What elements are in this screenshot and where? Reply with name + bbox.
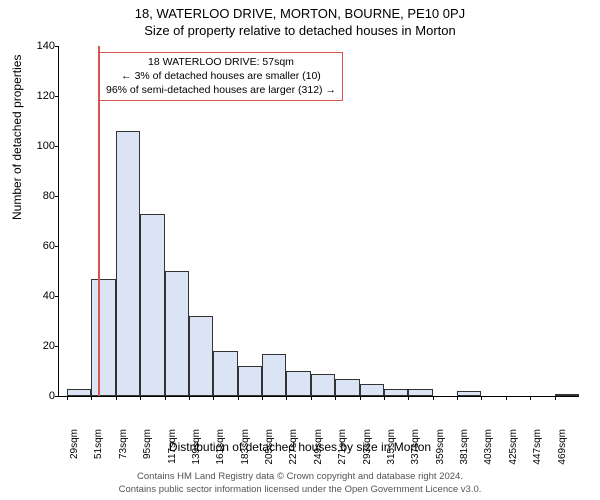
y-tick-mark bbox=[55, 96, 59, 97]
x-tick-mark bbox=[335, 396, 336, 400]
page-subtitle: Size of property relative to detached ho… bbox=[0, 21, 600, 38]
x-tick-mark bbox=[530, 396, 531, 400]
y-tick-label: 80 bbox=[25, 190, 55, 202]
x-tick-mark bbox=[408, 396, 409, 400]
y-tick-label: 100 bbox=[25, 140, 55, 152]
footer-line1: Contains HM Land Registry data © Crown c… bbox=[0, 471, 600, 483]
x-axis-label: Distribution of detached houses by size … bbox=[0, 440, 600, 454]
histogram-bar bbox=[238, 366, 262, 396]
x-tick-mark bbox=[555, 396, 556, 400]
x-tick-mark bbox=[286, 396, 287, 400]
x-tick-mark bbox=[457, 396, 458, 400]
histogram-bar bbox=[116, 131, 140, 396]
y-tick-label: 0 bbox=[25, 390, 55, 402]
y-tick-label: 20 bbox=[25, 340, 55, 352]
chart-container: 18, WATERLOO DRIVE, MORTON, BOURNE, PE10… bbox=[0, 0, 600, 500]
footer-credits: Contains HM Land Registry data © Crown c… bbox=[0, 471, 600, 496]
y-tick-mark bbox=[55, 346, 59, 347]
histogram-bar bbox=[384, 389, 408, 397]
histogram-bar bbox=[457, 391, 481, 396]
y-tick-mark bbox=[55, 146, 59, 147]
y-tick-mark bbox=[55, 196, 59, 197]
x-tick-mark bbox=[238, 396, 239, 400]
chart-area: 02040608010012014029sqm51sqm73sqm95sqm11… bbox=[58, 46, 578, 396]
y-tick-label: 140 bbox=[25, 40, 55, 52]
x-tick-mark bbox=[311, 396, 312, 400]
x-tick-mark bbox=[213, 396, 214, 400]
x-tick-mark bbox=[360, 396, 361, 400]
y-tick-mark bbox=[55, 246, 59, 247]
y-tick-label: 60 bbox=[25, 240, 55, 252]
page-title: 18, WATERLOO DRIVE, MORTON, BOURNE, PE10… bbox=[0, 0, 600, 21]
histogram-bar bbox=[335, 379, 359, 397]
histogram-bar bbox=[311, 374, 335, 397]
annotation-line1: 18 WATERLOO DRIVE: 57sqm bbox=[106, 55, 336, 69]
x-tick-mark bbox=[481, 396, 482, 400]
histogram-bar bbox=[91, 279, 115, 397]
x-tick-mark bbox=[433, 396, 434, 400]
histogram-bar bbox=[262, 354, 286, 397]
y-tick-label: 40 bbox=[25, 290, 55, 302]
x-tick-mark bbox=[384, 396, 385, 400]
histogram-bar bbox=[555, 394, 579, 397]
histogram-bar bbox=[360, 384, 384, 397]
annotation-line3: 96% of semi-detached houses are larger (… bbox=[106, 83, 336, 97]
y-tick-mark bbox=[55, 296, 59, 297]
x-tick-mark bbox=[116, 396, 117, 400]
x-tick-mark bbox=[67, 396, 68, 400]
y-tick-mark bbox=[55, 46, 59, 47]
footer-line2: Contains public sector information licen… bbox=[0, 484, 600, 496]
histogram-bar bbox=[140, 214, 164, 397]
plot-region: 02040608010012014029sqm51sqm73sqm95sqm11… bbox=[58, 46, 579, 397]
x-tick-mark bbox=[165, 396, 166, 400]
x-tick-mark bbox=[506, 396, 507, 400]
y-axis-label: Number of detached properties bbox=[10, 55, 24, 220]
histogram-bar bbox=[213, 351, 237, 396]
histogram-bar bbox=[286, 371, 310, 396]
y-tick-label: 120 bbox=[25, 90, 55, 102]
histogram-bar bbox=[189, 316, 213, 396]
annotation-box: 18 WATERLOO DRIVE: 57sqm ← 3% of detache… bbox=[99, 52, 343, 101]
y-tick-mark bbox=[55, 396, 59, 397]
histogram-bar bbox=[67, 389, 91, 397]
histogram-bar bbox=[165, 271, 189, 396]
histogram-bar bbox=[408, 389, 432, 397]
x-tick-mark bbox=[189, 396, 190, 400]
annotation-line2: ← 3% of detached houses are smaller (10) bbox=[106, 69, 336, 83]
x-tick-mark bbox=[91, 396, 92, 400]
x-tick-mark bbox=[262, 396, 263, 400]
x-tick-mark bbox=[140, 396, 141, 400]
